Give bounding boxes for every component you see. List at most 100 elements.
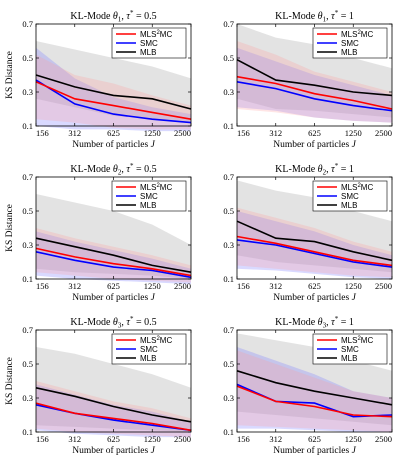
uncertainty-band-mlb xyxy=(237,333,392,426)
chart-title: KL-Mode θ3, τ* = 1 xyxy=(275,315,354,330)
x-tick-label: 312 xyxy=(269,128,282,138)
y-tick-label: 0.5 xyxy=(223,206,234,216)
series-line-mls2mc xyxy=(35,81,192,120)
chart-panel: 0.1 0.3 0.5 0.7 156 312 625 1250 2500 KL-Mode θ2,… xyxy=(5,162,192,303)
y-tick-label: 0.7 xyxy=(22,172,33,182)
chart-title: KL-Mode θ2, τ* = 0.5 xyxy=(70,162,156,177)
legend-label-smc: SMC xyxy=(140,192,158,201)
y-tick-label: 0.3 xyxy=(223,393,234,403)
x-tick-label: 156 xyxy=(36,281,49,291)
uncertainty-band-mlb xyxy=(36,41,191,123)
x-tick-label: 2500 xyxy=(375,434,392,444)
series-line-mls2mc xyxy=(35,402,192,432)
x-tick-label: 156 xyxy=(36,434,49,444)
series-line-mlb xyxy=(236,370,393,406)
y-tick-label: 0.7 xyxy=(22,19,33,29)
y-tick-label: 0.1 xyxy=(223,121,234,131)
x-axis-label: Number of particles J xyxy=(72,445,155,456)
y-tick-label: 0.1 xyxy=(22,427,33,437)
x-tick-label: 156 xyxy=(237,434,250,444)
y-tick-label: 0.1 xyxy=(223,427,234,437)
uncertainty-band-mlb xyxy=(237,180,392,273)
y-axis-label: KS Distance xyxy=(5,204,15,252)
series-line-mls2mc xyxy=(236,385,393,418)
x-tick-label: 2500 xyxy=(174,281,191,291)
x-tick-label: 2500 xyxy=(174,434,191,444)
x-tick-label: 312 xyxy=(68,434,81,444)
y-tick-label: 0.7 xyxy=(223,19,234,29)
series-line-mlb xyxy=(35,74,192,110)
y-axis-label: KS Distance xyxy=(5,51,15,99)
uncertainty-band-mlb xyxy=(36,194,191,279)
x-tick-label: 312 xyxy=(68,128,81,138)
x-tick-label: 2500 xyxy=(375,128,392,138)
uncertainty-band-smc xyxy=(36,47,191,132)
legend-label-mls2mc: MLS2MC xyxy=(341,183,373,192)
x-axis-label: Number of particles J xyxy=(273,139,356,150)
x-tick-label: 2500 xyxy=(174,128,191,138)
y-tick-label: 0.5 xyxy=(223,359,234,369)
x-tick-label: 312 xyxy=(269,434,282,444)
series-line-smc xyxy=(35,251,192,279)
legend-label-mlb: MLB xyxy=(341,201,357,210)
y-tick-label: 0.3 xyxy=(22,87,33,97)
y-tick-label: 0.5 xyxy=(22,206,33,216)
legend-label-mls2mc: MLS2MC xyxy=(140,336,172,345)
uncertainty-band-mlb xyxy=(36,347,191,432)
x-tick-label: 156 xyxy=(237,128,250,138)
y-tick-label: 0.3 xyxy=(223,87,234,97)
x-tick-label: 1250 xyxy=(144,434,161,444)
legend-label-smc: SMC xyxy=(341,345,359,354)
y-tick-label: 0.5 xyxy=(223,53,234,63)
legend-label-smc: SMC xyxy=(140,39,158,48)
x-tick-label: 625 xyxy=(107,434,120,444)
x-tick-label: 1250 xyxy=(345,434,362,444)
legend-label-mls2mc: MLS2MC xyxy=(140,183,172,192)
y-tick-label: 0.1 xyxy=(22,121,33,131)
y-tick-label: 0.7 xyxy=(223,325,234,335)
legend-label-mlb: MLB xyxy=(341,354,357,363)
x-tick-label: 1250 xyxy=(144,281,161,291)
y-tick-label: 0.3 xyxy=(22,393,33,403)
legend-label-mlb: MLB xyxy=(140,201,156,210)
legend-label-mlb: MLB xyxy=(140,48,156,57)
y-tick-label: 0.3 xyxy=(22,240,33,250)
series-line-mlb xyxy=(35,387,192,423)
legend-label-mls2mc: MLS2MC xyxy=(140,30,172,39)
legend-label-mls2mc: MLS2MC xyxy=(341,30,373,39)
chart-panel: 0.1 0.3 0.5 0.7 156 312 625 1250 2500 KL-Mode θ1,… xyxy=(5,9,192,150)
series-line-smc xyxy=(35,79,192,124)
series-line-mlb xyxy=(236,220,393,262)
legend-label-smc: SMC xyxy=(341,192,359,201)
legend-label-smc: SMC xyxy=(341,39,359,48)
series-line-smc xyxy=(236,239,393,268)
x-tick-label: 625 xyxy=(308,434,321,444)
series-line-mls2mc xyxy=(35,247,192,277)
uncertainty-band-mls2mc xyxy=(36,54,191,130)
chart-title: KL-Mode θ1, τ* = 0.5 xyxy=(70,9,156,24)
x-tick-label: 156 xyxy=(237,281,250,291)
x-tick-label: 156 xyxy=(36,128,49,138)
legend-label-mls2mc: MLS2MC xyxy=(341,336,373,345)
y-tick-label: 0.7 xyxy=(22,325,33,335)
y-tick-label: 0.5 xyxy=(22,53,33,63)
chart-title: KL-Mode θ3, τ* = 0.5 xyxy=(70,315,156,330)
legend-label-mlb: MLB xyxy=(341,48,357,57)
x-tick-label: 625 xyxy=(107,128,120,138)
x-tick-label: 625 xyxy=(107,281,120,291)
x-axis-label: Number of particles J xyxy=(72,139,155,150)
x-tick-label: 312 xyxy=(269,281,282,291)
chart-panel: 0.1 0.3 0.5 0.7 156 312 625 1250 2500 KL-Mode θ2,… xyxy=(223,162,393,303)
uncertainty-band-smc xyxy=(237,347,392,432)
series-line-smc xyxy=(236,81,393,112)
chart-panel: 0.1 0.3 0.5 0.7 156 312 625 1250 2500 KL-Mode θ1,… xyxy=(223,9,393,150)
x-tick-label: 1250 xyxy=(144,128,161,138)
y-axis-label: KS Distance xyxy=(5,357,15,405)
legend-label-smc: SMC xyxy=(140,345,158,354)
x-tick-label: 1250 xyxy=(345,281,362,291)
